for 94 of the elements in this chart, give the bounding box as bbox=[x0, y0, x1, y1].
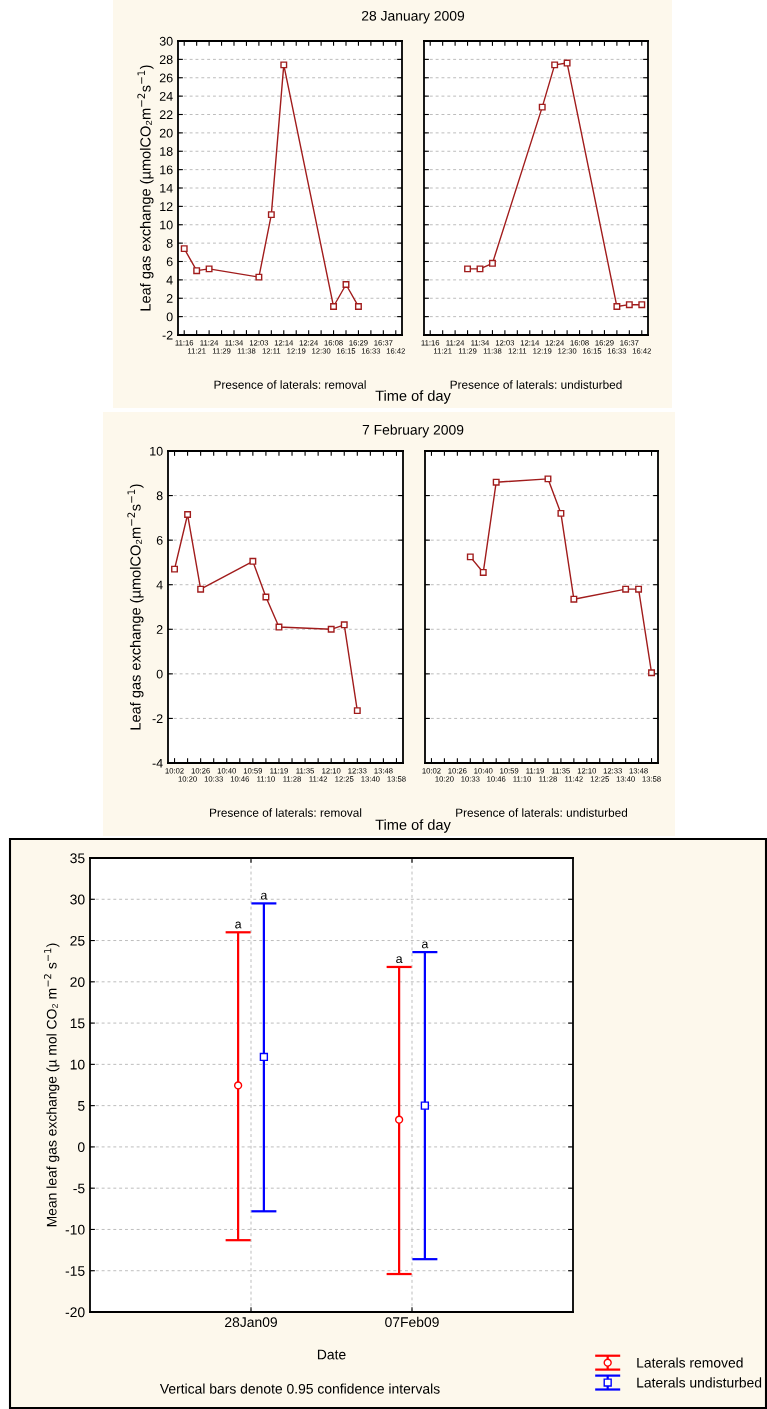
y-tick-label: 24 bbox=[159, 91, 173, 101]
point bbox=[466, 553, 474, 561]
point bbox=[275, 623, 283, 631]
y-axis-title: Leaf gas exchange (µmolCO₂m$^{−2}$s$^{−1}$) bbox=[127, 484, 144, 730]
point bbox=[184, 511, 192, 518]
y-tick-label: 20 bbox=[159, 128, 173, 138]
y-tick-label: 12 bbox=[160, 202, 173, 211]
point bbox=[476, 265, 484, 273]
point bbox=[267, 211, 275, 219]
y-tick-label: 30 bbox=[70, 894, 85, 905]
annotation: a bbox=[235, 921, 242, 929]
point bbox=[557, 509, 565, 517]
legend-label: Laterals removed bbox=[637, 1357, 743, 1368]
y-tick-label: 10 bbox=[150, 446, 163, 456]
y-axis-title: Mean leaf gas exchange (µ mol CO₂ m$^{−2}$ s$^{−1}$) bbox=[43, 943, 60, 1227]
point bbox=[492, 478, 500, 486]
chart-title: 7 February 2009 bbox=[362, 424, 464, 438]
point bbox=[197, 585, 205, 593]
point bbox=[570, 595, 578, 603]
x-axis-title: Presence of laterals: undisturbed bbox=[450, 380, 622, 389]
point bbox=[613, 303, 621, 310]
y-tick-label: 6 bbox=[156, 535, 163, 545]
y-tick-label: 22 bbox=[159, 110, 173, 120]
point bbox=[193, 267, 201, 275]
x-tick-label: 28Jan09 bbox=[225, 1317, 277, 1328]
point bbox=[280, 61, 288, 69]
y-tick-label: 8 bbox=[156, 491, 163, 501]
y-tick-label: -2 bbox=[152, 714, 163, 723]
y-tick-label: 20 bbox=[70, 977, 85, 987]
point bbox=[638, 301, 646, 309]
y-tick-label: 15 bbox=[70, 1018, 85, 1029]
y-tick-label: 16 bbox=[160, 165, 173, 175]
point bbox=[205, 265, 213, 273]
y-tick-label: -5 bbox=[73, 1183, 85, 1194]
chart-title: 28 January 2009 bbox=[361, 10, 465, 24]
y-tick-label: 2 bbox=[156, 625, 163, 634]
y-tick-label: 0 bbox=[77, 1142, 85, 1153]
y-tick-label: 25 bbox=[70, 935, 85, 946]
y-tick-label: 30 bbox=[159, 36, 173, 46]
y-tick-label: 8 bbox=[166, 238, 173, 248]
point bbox=[353, 707, 361, 715]
x-axis-title: Presence of laterals: removal bbox=[214, 380, 366, 389]
point bbox=[330, 303, 338, 310]
point bbox=[488, 259, 496, 267]
point bbox=[342, 280, 350, 288]
x-axis-title: Date bbox=[317, 1349, 346, 1360]
x-axis-title: Presence of laterals: removal bbox=[210, 808, 362, 817]
annotation: a bbox=[260, 892, 268, 900]
y-tick-label: -20 bbox=[65, 1307, 85, 1318]
y-tick-label: -15 bbox=[65, 1266, 85, 1276]
point bbox=[635, 585, 643, 593]
y-axis-title: Leaf gas exchange (µmolCO₂m$^{−2}$s$^{−1}$) bbox=[137, 65, 154, 311]
y-tick-label: 6 bbox=[166, 257, 173, 267]
point bbox=[354, 303, 362, 310]
y-tick-label: 4 bbox=[166, 275, 173, 285]
point bbox=[255, 273, 263, 281]
y-tick-label: 5 bbox=[77, 1101, 85, 1111]
text: Time of day bbox=[375, 390, 451, 404]
y-tick-label: 26 bbox=[159, 73, 173, 83]
y-tick-label: -4 bbox=[152, 758, 163, 768]
x-tick-label: 07Feb09 bbox=[385, 1316, 439, 1328]
y-tick-label: 0 bbox=[156, 669, 163, 679]
point bbox=[327, 625, 335, 633]
point bbox=[622, 585, 630, 593]
text: Time of day bbox=[375, 819, 451, 833]
point bbox=[479, 568, 487, 576]
point bbox=[262, 593, 270, 601]
point bbox=[625, 301, 633, 309]
point bbox=[171, 565, 179, 573]
y-tick-label: 18 bbox=[160, 147, 173, 156]
y-tick-label: 2 bbox=[166, 294, 173, 303]
point bbox=[563, 59, 571, 67]
point bbox=[551, 61, 559, 69]
point bbox=[544, 475, 552, 483]
text: Vertical bars denote 0.95 confidence intervals bbox=[159, 1383, 440, 1394]
y-tick-label: 35 bbox=[70, 853, 85, 864]
point bbox=[538, 103, 546, 111]
y-tick-label: -2 bbox=[162, 330, 173, 340]
y-tick-label: 10 bbox=[160, 220, 173, 230]
point bbox=[249, 557, 257, 565]
y-tick-label: 28 bbox=[159, 55, 173, 65]
y-tick-label: 4 bbox=[156, 580, 163, 590]
point bbox=[648, 669, 656, 677]
legend-label: Laterals undisturbed bbox=[637, 1377, 762, 1388]
y-tick-label: -10 bbox=[65, 1224, 85, 1235]
point bbox=[180, 245, 188, 253]
point bbox=[340, 621, 348, 629]
annotation: a bbox=[421, 941, 429, 949]
y-tick-label: 0 bbox=[166, 312, 173, 322]
y-tick-label: 14 bbox=[160, 183, 173, 193]
point bbox=[464, 265, 472, 273]
x-axis-title: Presence of laterals: undisturbed bbox=[456, 808, 628, 817]
annotation: a bbox=[396, 956, 403, 964]
y-tick-label: 10 bbox=[70, 1059, 85, 1070]
